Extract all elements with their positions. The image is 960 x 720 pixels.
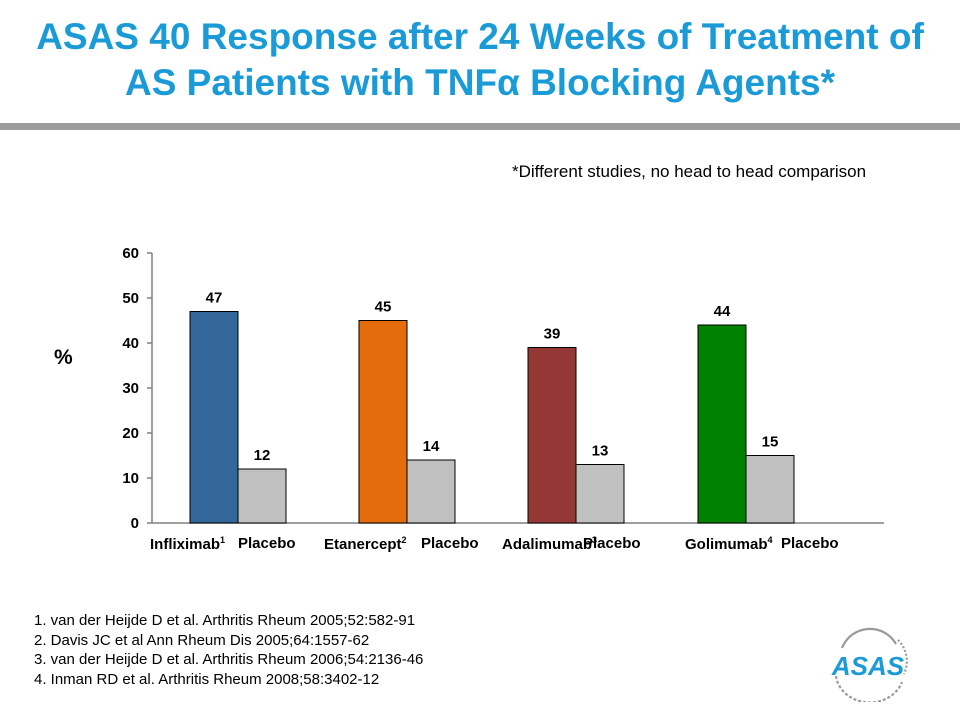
bar-chart: 0 10 20 30 40 50 60 47 12 45 14 39 13 44 15 — [122, 245, 884, 532]
reference-item: 3. van der Heijde D et al. Arthritis Rhe… — [34, 651, 424, 668]
reference-superscript: 1 — [220, 535, 226, 545]
reference-superscript: 2 — [401, 535, 407, 545]
reference-superscript: 3 — [592, 535, 598, 545]
x-tick-label: Adalimumab3 — [502, 535, 598, 553]
bar — [697, 324, 747, 524]
bar — [189, 311, 239, 524]
title-line-2: AS Patients with TNFα Blocking Agents* — [124, 62, 836, 103]
references: 1. van der Heijde D et al. Arthritis Rhe… — [34, 611, 423, 689]
bar — [527, 347, 577, 524]
x-tick-label: Infliximab1 — [150, 535, 226, 553]
comparison-note: *Different studies, no head to head comp… — [512, 162, 867, 181]
data-label: 39 — [544, 326, 561, 343]
y-tick-label: 60 — [122, 245, 139, 262]
x-tick-label: Placebo — [238, 535, 296, 552]
data-label: 14 — [423, 438, 440, 455]
title-line-1: ASAS 40 Response after 24 Weeks of Treat… — [36, 16, 924, 57]
page-title: ASAS 40 Response after 24 Weeks of Treat… — [0, 14, 960, 106]
x-tick-label: Placebo — [583, 535, 641, 552]
reference-item: 1. van der Heijde D et al. Arthritis Rhe… — [34, 612, 416, 629]
data-label: 44 — [714, 303, 731, 320]
y-tick-label: 0 — [131, 515, 139, 532]
title-divider — [0, 123, 960, 130]
x-axis-labels: Infliximab1 Placebo Etanercept2 Placebo Adal… — [0, 535, 960, 559]
data-label: 15 — [762, 434, 779, 451]
y-tick-label: 40 — [122, 335, 139, 352]
x-tick-label: Placebo — [781, 535, 839, 552]
bar — [237, 468, 287, 524]
data-label: 47 — [206, 290, 223, 307]
y-tick-label: 30 — [122, 380, 139, 397]
reference-item: 4. Inman RD et al. Arthritis Rheum 2008;… — [34, 670, 380, 688]
bar — [745, 455, 795, 524]
reference-item: 2. Davis JC et al Ann Rheum Dis 2005;64:… — [34, 631, 370, 649]
x-tick-label: Golimumab4 — [685, 535, 773, 553]
x-tick-label: Etanercept2 — [324, 535, 407, 553]
logo-ring — [834, 627, 908, 702]
y-tick-label: 20 — [122, 425, 139, 442]
x-tick-label: Placebo — [421, 535, 479, 552]
data-label: 45 — [375, 299, 392, 316]
bar — [406, 459, 456, 524]
reference-superscript: 4 — [767, 535, 773, 545]
y-axis-label: % — [54, 346, 73, 369]
asas-logo: ASAS — [831, 627, 908, 702]
y-tick-label: 50 — [122, 290, 139, 307]
data-label: 12 — [254, 447, 271, 464]
bar — [358, 320, 408, 524]
logo-text: ASAS — [831, 651, 905, 681]
bar — [575, 464, 625, 524]
y-tick-label: 10 — [122, 470, 139, 487]
data-label: 13 — [592, 443, 609, 460]
